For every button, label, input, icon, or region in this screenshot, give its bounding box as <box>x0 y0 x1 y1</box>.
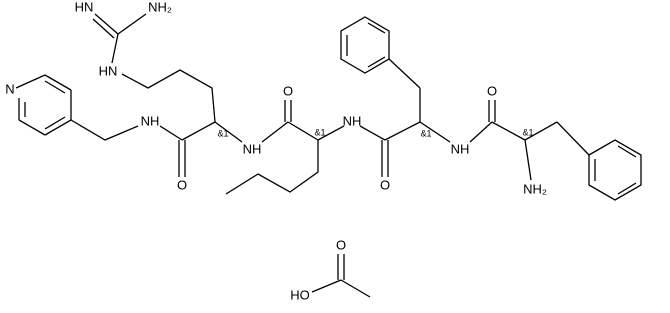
stereo-label: &1 <box>314 127 325 137</box>
atom-label: NH₂ <box>523 181 547 196</box>
atom-label: O <box>283 83 293 98</box>
atom-label: NH <box>141 113 160 128</box>
atom-label: HN <box>99 63 118 78</box>
atom-label: O <box>487 83 497 98</box>
bonds <box>15 13 642 298</box>
atom-label: O <box>177 177 187 192</box>
atom-label: HN <box>75 0 94 14</box>
atom-label: NH <box>243 141 262 156</box>
atom-label: N <box>5 81 14 96</box>
stereo-label: &1 <box>420 128 431 138</box>
stereo-label: &1 <box>522 127 533 137</box>
atom-label: NH <box>343 113 362 128</box>
stereo-label: &1 <box>217 128 228 138</box>
atom-label: O <box>380 177 390 192</box>
atom-label: NH₂ <box>148 0 172 14</box>
atom-label: HO <box>290 287 310 302</box>
atom-label: NH <box>451 141 470 156</box>
atom-label: O <box>336 237 346 252</box>
